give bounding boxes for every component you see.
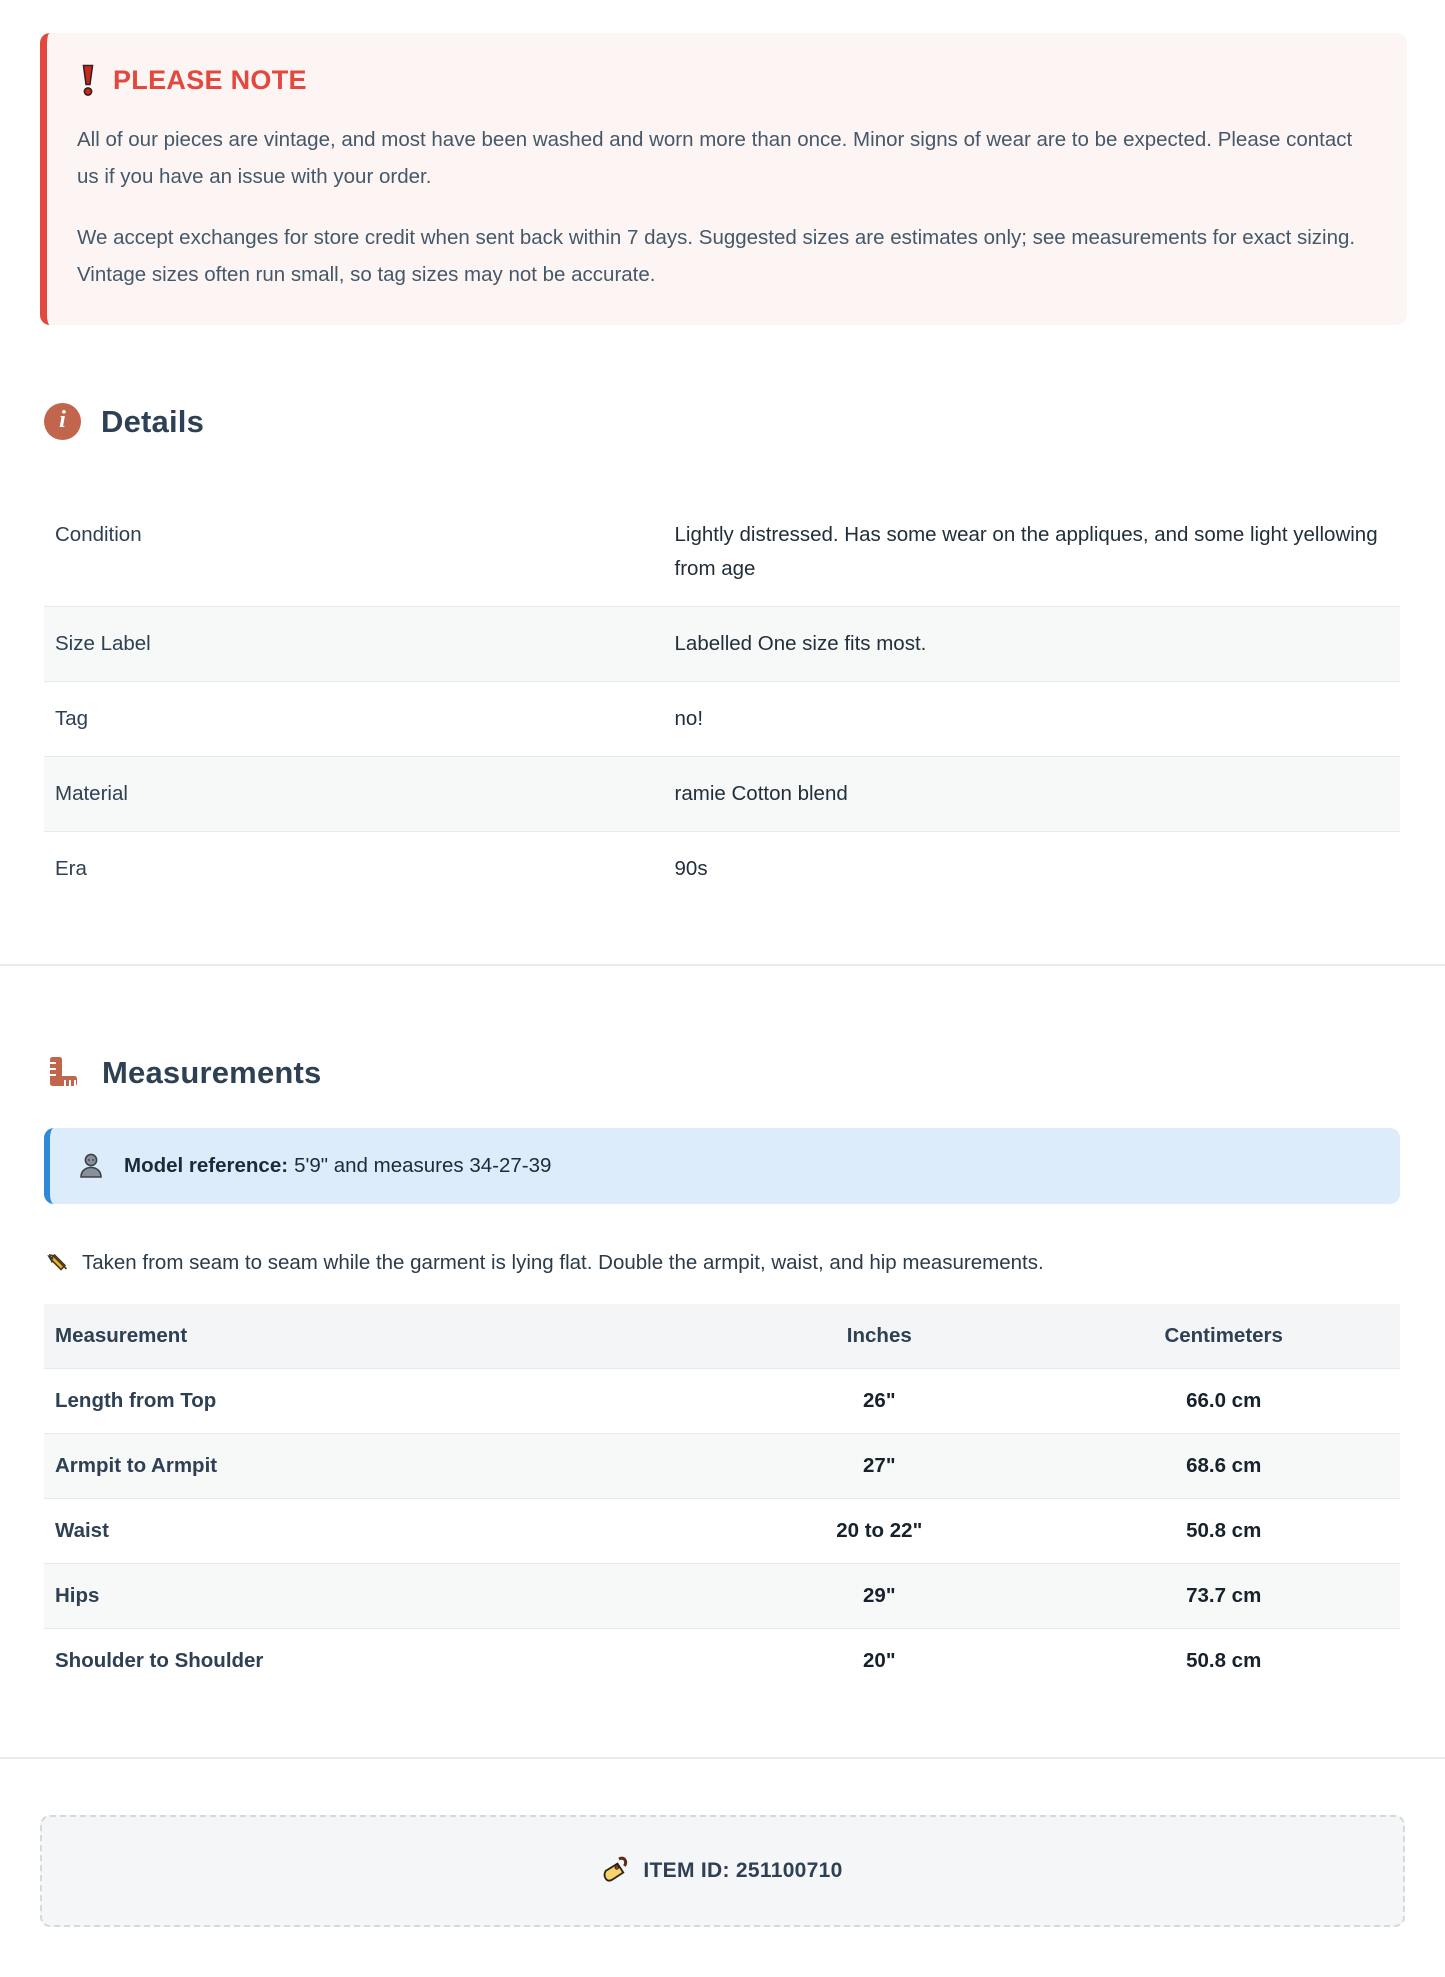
- model-reference-callout: Model reference: 5'9" and measures 34-27-…: [44, 1128, 1400, 1204]
- details-section: i Details Condition Lightly distressed. …: [0, 403, 1445, 906]
- detail-label: Tag: [55, 707, 89, 730]
- detail-label: Condition: [55, 523, 142, 546]
- model-reference-label: Model reference:: [124, 1154, 289, 1177]
- measurement-cm: 68.6 cm: [1186, 1454, 1262, 1477]
- measurement-inches: 26": [863, 1389, 896, 1412]
- measurements-table: Measurement Inches Centimeters Length fr…: [44, 1304, 1400, 1693]
- alert-paragraph: All of our pieces are vintage, and most …: [77, 128, 1353, 188]
- alert-title-row: PLEASE NOTE: [77, 63, 1375, 97]
- measurement-name: Armpit to Armpit: [55, 1454, 218, 1477]
- details-title: Details: [101, 403, 205, 439]
- measurement-name: Length from Top: [55, 1389, 217, 1412]
- details-heading: i Details: [44, 403, 1400, 440]
- detail-value: ramie Cotton blend: [674, 782, 848, 805]
- model-reference-text: Model reference: 5'9" and measures 34-27-…: [124, 1154, 551, 1178]
- measurement-inches: 27": [863, 1454, 896, 1477]
- exclamation-icon: [77, 63, 99, 97]
- measurement-inches: 29": [863, 1584, 896, 1607]
- section-divider: [0, 1757, 1445, 1759]
- detail-value: Labelled One size fits most.: [674, 632, 927, 655]
- table-row: Length from Top 26" 66.0 cm: [44, 1368, 1400, 1433]
- ruler-icon: [44, 1054, 82, 1092]
- person-icon: [76, 1151, 106, 1181]
- table-row: Shoulder to Shoulder 20" 50.8 cm: [44, 1628, 1400, 1693]
- table-header-row: Measurement Inches Centimeters: [44, 1304, 1400, 1368]
- detail-label: Era: [55, 857, 87, 880]
- measurement-name: Shoulder to Shoulder: [55, 1649, 264, 1672]
- column-header: Centimeters: [1164, 1324, 1283, 1347]
- measurement-note-text: Taken from seam to seam while the garmen…: [82, 1251, 1044, 1274]
- column-header: Inches: [846, 1324, 912, 1347]
- alert-paragraph: We accept exchanges for store credit whe…: [77, 226, 1356, 286]
- measurement-cm: 66.0 cm: [1186, 1389, 1262, 1412]
- alert-title: PLEASE NOTE: [113, 64, 307, 95]
- measurements-heading: Measurements: [44, 1054, 1400, 1092]
- detail-value: 90s: [674, 857, 708, 880]
- info-icon: i: [44, 403, 81, 440]
- item-id-text: ITEM ID: 251100710: [643, 1859, 843, 1882]
- please-note-alert: PLEASE NOTE All of our pieces are vintag…: [40, 33, 1407, 325]
- table-row: Material ramie Cotton blend: [44, 756, 1400, 831]
- measurement-inches: 20": [863, 1649, 896, 1672]
- measurement-cm: 50.8 cm: [1186, 1649, 1262, 1672]
- measurement-cm: 50.8 cm: [1186, 1519, 1262, 1542]
- measurement-name: Waist: [55, 1519, 109, 1542]
- table-row: Waist 20 to 22" 50.8 cm: [44, 1498, 1400, 1563]
- measurements-title: Measurements: [102, 1055, 322, 1090]
- model-reference-value: 5'9" and measures 34-27-39: [294, 1154, 552, 1177]
- section-divider: [0, 964, 1445, 966]
- table-row: Tag no!: [44, 681, 1400, 756]
- table-row: Armpit to Armpit 27" 68.6 cm: [44, 1433, 1400, 1498]
- table-row: Era 90s: [44, 831, 1400, 906]
- column-header: Measurement: [55, 1324, 188, 1347]
- table-row: Size Label Labelled One size fits most.: [44, 606, 1400, 681]
- measurements-section: Measurements Model reference: 5'9" and me…: [0, 1054, 1445, 1693]
- detail-label: Material: [55, 782, 128, 805]
- pencil-icon: [44, 1248, 70, 1276]
- detail-value: no!: [674, 707, 704, 730]
- measurement-inches: 20 to 22": [836, 1519, 923, 1542]
- item-id-box: ITEM ID: 251100710: [40, 1815, 1405, 1927]
- details-table: Condition Lightly distressed. Has some w…: [44, 498, 1400, 906]
- measurement-name: Hips: [55, 1584, 100, 1607]
- measurement-note: Taken from seam to seam while the garmen…: [44, 1248, 1400, 1278]
- table-row: Hips 29" 73.7 cm: [44, 1563, 1400, 1628]
- tag-icon: [602, 1856, 630, 1886]
- measurement-cm: 73.7 cm: [1186, 1584, 1262, 1607]
- table-row: Condition Lightly distressed. Has some w…: [44, 498, 1400, 606]
- detail-value: Lightly distressed. Has some wear on the…: [674, 523, 1378, 580]
- detail-label: Size Label: [55, 632, 151, 655]
